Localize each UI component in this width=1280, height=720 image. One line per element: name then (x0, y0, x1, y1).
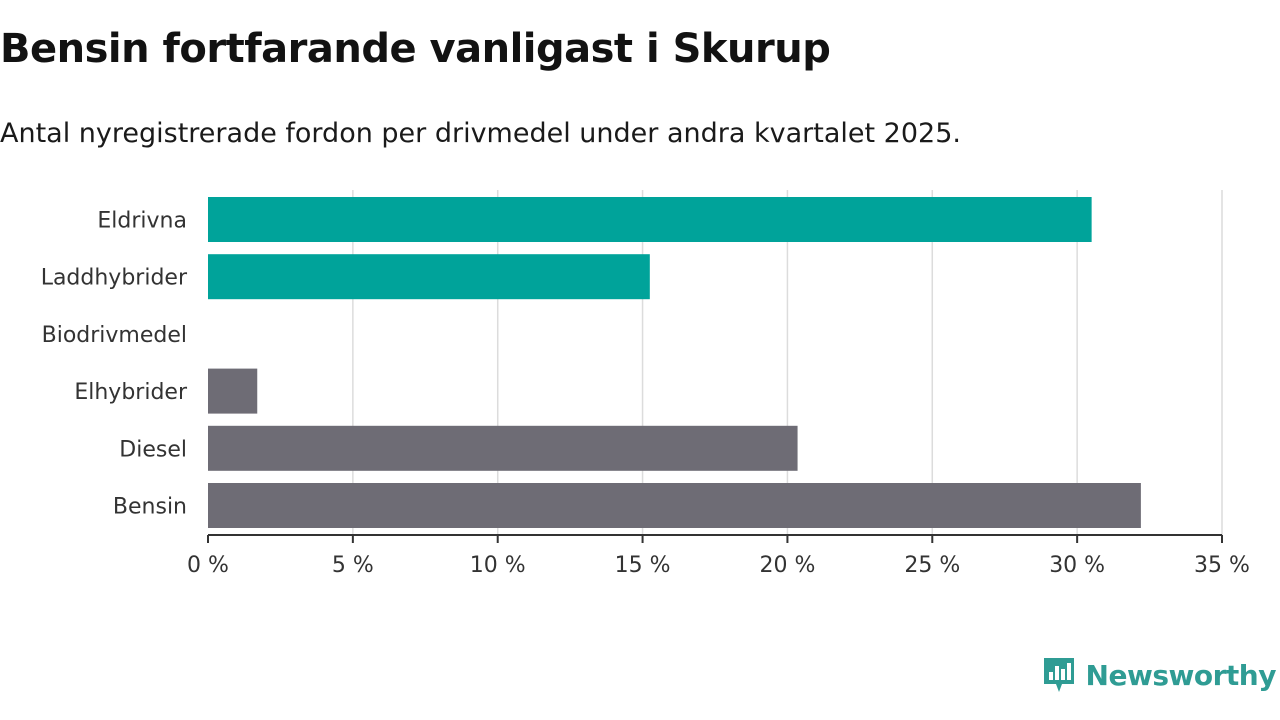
x-tick-label: 25 % (904, 553, 960, 578)
chart-title: Bensin fortfarande vanligast i Skurup (0, 26, 831, 72)
bar-bensin (208, 483, 1141, 528)
bar-diesel (208, 425, 798, 471)
brand-name: Newsworthy (1085, 658, 1277, 692)
category-label: Diesel (119, 437, 187, 462)
category-label: Eldrivna (97, 209, 187, 234)
bar-chart: Eldrivna Laddhybrider Biodrivmedel Elhybrid… (41, 190, 1250, 578)
bar-elhybrider (208, 368, 258, 414)
gridlines (352, 190, 1223, 535)
x-axis: 0 % 5 % 10 % 15 % 20 % 25 % 30 % 35 % (187, 534, 1250, 578)
category-label: Bensin (113, 495, 187, 520)
brand-logo: Newsworthy (1042, 656, 1277, 694)
category-label: Laddhybrider (41, 266, 188, 291)
x-tick-label: 20 % (759, 553, 815, 578)
x-tick-label: 35 % (1194, 553, 1250, 578)
x-tick-label: 10 % (470, 553, 526, 578)
bar-laddhybrider (208, 254, 650, 300)
bars (208, 197, 1141, 528)
category-labels: Eldrivna Laddhybrider Biodrivmedel Elhybrid… (41, 209, 188, 520)
category-label: Elhybrider (74, 380, 188, 405)
bar-eldrivna (208, 197, 1092, 242)
newsworthy-logo-icon (1043, 658, 1074, 692)
chart-subtitle: Antal nyregistrerade fordon per drivmede… (0, 118, 961, 149)
x-tick-label: 0 % (187, 553, 229, 578)
x-tick-label: 5 % (332, 553, 374, 578)
category-label: Biodrivmedel (42, 323, 187, 348)
x-tick-label: 30 % (1049, 553, 1105, 578)
x-tick-label: 15 % (615, 553, 671, 578)
